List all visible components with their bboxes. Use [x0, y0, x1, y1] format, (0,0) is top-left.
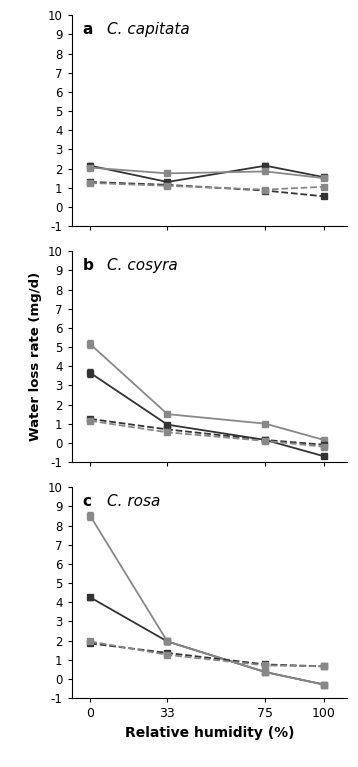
Text: b: b [83, 258, 93, 272]
Text: c: c [83, 494, 92, 509]
Text: C. cosyra: C. cosyra [107, 258, 178, 272]
Text: C. rosa: C. rosa [107, 494, 161, 509]
Text: a: a [83, 21, 93, 37]
Y-axis label: Water loss rate (mg/d): Water loss rate (mg/d) [29, 272, 42, 441]
X-axis label: Relative humidity (%): Relative humidity (%) [125, 726, 294, 739]
Text: C. capitata: C. capitata [107, 21, 190, 37]
